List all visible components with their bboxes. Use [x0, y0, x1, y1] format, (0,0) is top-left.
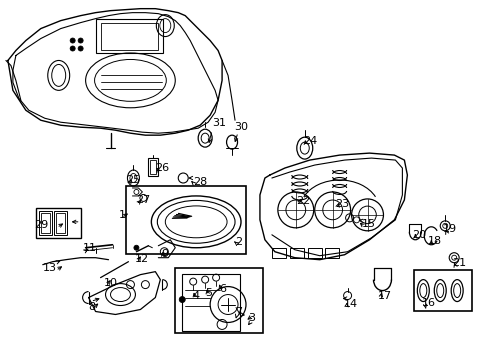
Circle shape [78, 46, 83, 51]
Bar [54, 211, 66, 235]
Text: 9: 9 [161, 249, 168, 259]
Circle shape [78, 38, 83, 43]
Text: 18: 18 [427, 236, 442, 246]
Text: 8: 8 [88, 302, 96, 311]
Text: 22: 22 [295, 196, 309, 206]
Bar [148, 158, 158, 176]
Text: 14: 14 [343, 298, 357, 309]
Text: 3: 3 [247, 314, 254, 324]
Bar [175, 268, 263, 333]
Circle shape [179, 297, 185, 302]
Text: 6: 6 [219, 284, 225, 294]
Text: 7: 7 [235, 306, 242, 316]
Text: 12: 12 [134, 254, 148, 264]
Bar [413, 270, 471, 311]
Text: 30: 30 [234, 122, 247, 132]
Bar [182, 274, 240, 332]
Bar [271, 248, 285, 258]
Text: 29: 29 [34, 220, 48, 230]
Text: 24: 24 [302, 136, 316, 146]
Text: 11: 11 [82, 243, 97, 253]
Text: 20: 20 [411, 230, 426, 240]
Bar [101, 23, 158, 50]
Text: 4: 4 [192, 291, 199, 301]
Text: 27: 27 [136, 195, 150, 205]
Bar [36, 208, 81, 238]
Circle shape [70, 38, 75, 43]
Bar [126, 186, 245, 254]
Text: 28: 28 [193, 177, 207, 187]
Bar [307, 248, 321, 258]
Text: 2: 2 [235, 237, 242, 247]
Text: 25: 25 [126, 175, 140, 185]
Text: 21: 21 [451, 258, 466, 268]
Text: 1: 1 [118, 210, 125, 220]
Circle shape [70, 46, 75, 51]
Text: 26: 26 [155, 163, 169, 173]
Text: 19: 19 [442, 224, 456, 234]
Bar [150, 160, 156, 174]
Text: 31: 31 [212, 118, 225, 128]
Bar [95, 19, 163, 54]
Text: 10: 10 [103, 278, 117, 288]
Bar [56, 213, 64, 233]
Text: 16: 16 [422, 298, 435, 307]
Text: 5: 5 [205, 288, 212, 298]
Text: 15: 15 [361, 219, 375, 229]
Circle shape [134, 245, 139, 250]
Bar [289, 248, 303, 258]
Bar [39, 211, 52, 235]
Bar [41, 213, 50, 233]
Text: 13: 13 [42, 263, 57, 273]
Bar [324, 248, 338, 258]
Text: 23: 23 [334, 199, 348, 209]
Text: 17: 17 [377, 291, 391, 301]
